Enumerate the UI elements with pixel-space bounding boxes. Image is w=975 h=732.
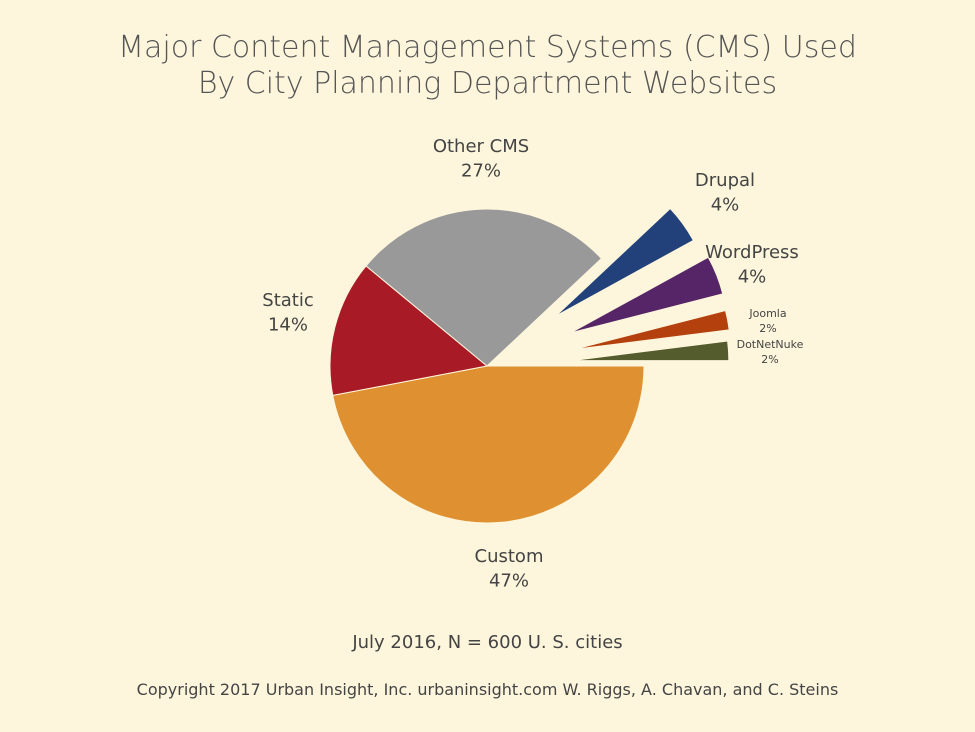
copyright-text: Copyright 2017 Urban Insight, Inc. urban…	[136, 680, 839, 699]
slice-value-other-cms: 27%	[461, 160, 501, 181]
slice-label-static: Static	[262, 290, 313, 311]
slice-value-wordpress: 4%	[738, 266, 767, 287]
slice-value-dotnetnuke: 2%	[761, 353, 778, 366]
pie-slice-drupal	[555, 207, 695, 317]
slice-label-custom: Custom	[475, 546, 544, 567]
slice-label-wordpress: WordPress	[705, 242, 799, 263]
slice-value-static: 14%	[268, 314, 308, 335]
pie-slice-wordpress	[570, 256, 724, 334]
pie-slice-other-cms	[365, 208, 603, 367]
pie-slice-joomla	[573, 309, 730, 351]
chart-title-line-2: By City Planning Department Websites	[197, 66, 778, 101]
chart-title-line-1: Major Content Management Systems (CMS) U…	[118, 30, 857, 65]
slice-label-dotnetnuke: DotNetNuke	[737, 338, 804, 351]
slice-label-other-cms: Other CMS	[433, 136, 529, 157]
pie-slice-custom	[332, 365, 645, 524]
pie-slice-dotnetnuke	[571, 340, 730, 362]
pie-slice-static	[329, 265, 489, 397]
slice-value-custom: 47%	[489, 570, 529, 591]
chart-note: July 2016, N = 600 U. S. cities	[352, 632, 623, 653]
slice-value-joomla: 2%	[759, 322, 776, 335]
slice-value-drupal: 4%	[711, 194, 740, 215]
slice-label-joomla: Joomla	[748, 307, 786, 320]
slice-label-drupal: Drupal	[695, 170, 755, 191]
